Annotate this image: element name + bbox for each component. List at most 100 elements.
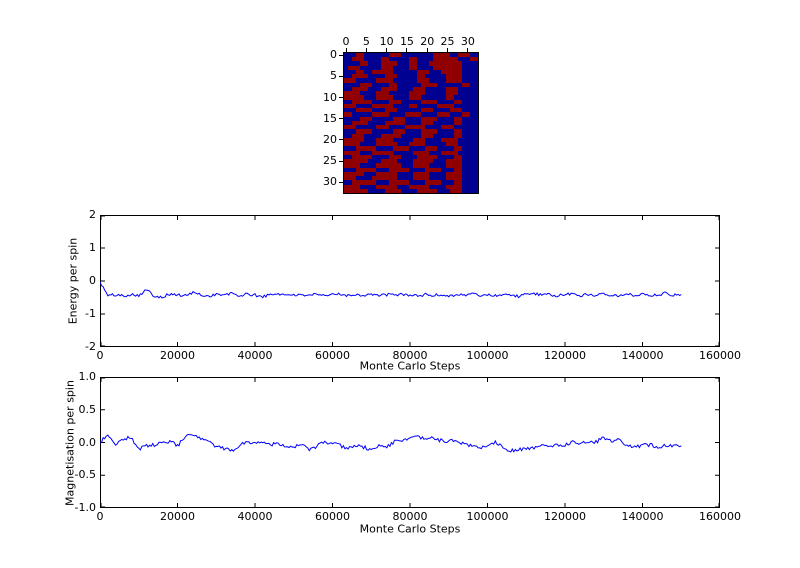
spin-cell [388,103,393,109]
spin-cell [380,112,385,117]
spin-cell [457,69,462,75]
spin-cell [392,154,397,160]
magnetisation-per-spin-x-tick-label: 140000 [621,510,664,523]
spin-cell [469,99,474,104]
lattice-y-tick [339,75,343,77]
spin-cell [445,176,450,181]
spin-cell [360,86,365,92]
spin-cell [360,180,365,185]
spin-cell [469,167,474,172]
spin-cell [384,57,389,62]
spin-cell [413,142,418,147]
spin-cell [360,112,365,117]
spin-cell [376,112,381,117]
spin-cell [465,176,470,181]
spin-cell [465,61,470,66]
spin-cell [465,146,470,151]
spin-cell [473,146,478,151]
spin-cell [453,61,458,66]
spin-cell [445,116,450,121]
spin-cell [404,120,409,126]
spin-cell [372,74,377,79]
spin-cell [441,146,446,151]
spin-cell [404,142,409,147]
spin-cell [429,171,434,177]
spin-cell [388,180,393,185]
spin-cell [372,171,377,177]
spin-cell [469,154,474,160]
spin-cell [380,91,385,96]
spin-cell [421,95,426,100]
spin-cell [376,142,381,147]
spin-lattice-heatmap [343,52,479,194]
spin-cell [421,171,426,177]
spin-cell [413,154,418,160]
spin-cell [465,116,470,121]
spin-cell [392,74,397,79]
spin-cell [469,171,474,177]
spin-cell [421,53,426,58]
spin-cell [413,125,418,130]
spin-cell [360,120,365,126]
spin-cell [465,108,470,113]
spin-cell [396,95,401,100]
spin-cell [413,108,418,113]
spin-cell [348,150,353,155]
spin-cell [461,61,466,66]
spin-cell [461,78,466,83]
spin-cell [449,154,454,160]
spin-cell [384,133,389,138]
spin-cell [445,184,450,189]
spin-cell [441,188,446,193]
lattice-y-tick [339,54,343,56]
spin-cell [364,125,369,130]
spin-cell [461,116,466,121]
spin-cell [364,171,369,177]
spin-cell [465,74,470,79]
spin-cell [404,108,409,113]
spin-cell [364,74,369,79]
spin-cell [384,53,389,58]
spin-cell [437,103,442,109]
spin-cell [380,129,385,134]
spin-cell [392,82,397,87]
spin-cell [437,69,442,75]
spin-cell [408,57,414,62]
spin-cell [453,112,458,117]
spin-cell [465,180,470,185]
spin-cell [437,78,442,83]
spin-cell [469,142,474,147]
spin-cell [453,188,458,193]
energy-per-spin-x-tick-label: 0 [96,349,104,362]
spin-cell [376,65,381,70]
spin-cell [408,176,414,181]
spin-cell [437,154,442,160]
spin-cell [445,74,450,79]
spin-cell [400,171,405,177]
spin-cell [449,82,454,87]
spin-cell [404,133,409,138]
spin-cell [368,91,373,96]
spin-cell [441,78,446,83]
spin-cell [392,188,397,193]
spin-cell [437,86,442,92]
spin-cell [404,95,409,100]
spin-cell [453,116,458,121]
spin-cell [360,188,365,193]
spin-cell [400,57,405,62]
spin-cell [453,184,458,189]
spin-cell [465,103,470,109]
spin-cell [352,108,357,113]
spin-cell [344,150,349,155]
magnetisation-per-spin-y-tick-label: -1.0 [74,501,96,514]
spin-cell [380,180,385,185]
spin-cell [380,171,385,177]
spin-cell [344,57,349,62]
spin-cell [348,103,353,109]
spin-cell [372,61,377,66]
lattice-y-tick [339,160,343,162]
spin-cell [372,137,377,143]
spin-cell [380,86,385,92]
spin-cell [425,74,430,79]
spin-cell [441,116,446,121]
